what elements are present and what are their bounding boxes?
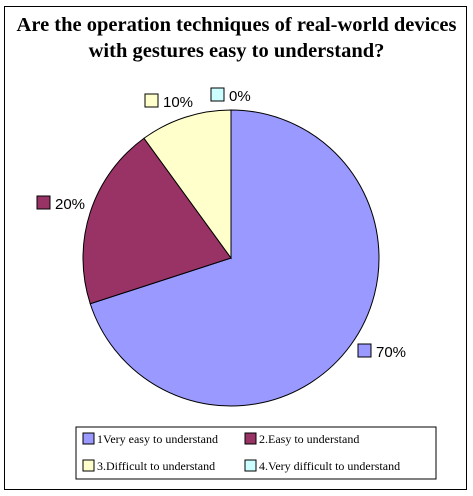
legend-swatch-4: [244, 459, 257, 472]
legend-swatch-1: [82, 432, 95, 445]
data-label-swatch-4: [210, 87, 225, 102]
pie-data-labels: 70% 20% 10% 0%: [36, 87, 406, 361]
legend-label-3: 3.Difficult to understand: [97, 459, 215, 473]
legend-label-2: 2.Easy to understand: [259, 432, 359, 446]
data-label-1: 70%: [376, 344, 406, 361]
legend-label-1: 1Very easy to understand: [97, 432, 218, 446]
legend-swatch-2: [244, 432, 257, 445]
data-label-swatch-2: [36, 195, 51, 210]
chart-title: Are the operation techniques of real-wor…: [0, 12, 473, 64]
chart-title-line-2: with gestures easy to understand?: [88, 40, 385, 62]
pie-slice-3: [143, 109, 232, 260]
pie-slice-1: [89, 109, 380, 407]
pie-slice-2: [82, 137, 232, 305]
data-label-4: 0%: [229, 88, 251, 105]
legend-swatch-3: [82, 459, 95, 472]
chart-title-line-1: Are the operation techniques of real-wor…: [16, 14, 457, 36]
data-label-2: 20%: [55, 196, 85, 213]
legend: 1Very easy to understand 2.Easy to unders…: [75, 426, 437, 480]
data-label-swatch-1: [357, 343, 372, 358]
pie-slices: [82, 109, 380, 407]
legend-label-4: 4.Very difficult to understand: [259, 459, 400, 473]
data-label-swatch-3: [144, 93, 159, 108]
data-label-3: 10%: [163, 94, 193, 111]
